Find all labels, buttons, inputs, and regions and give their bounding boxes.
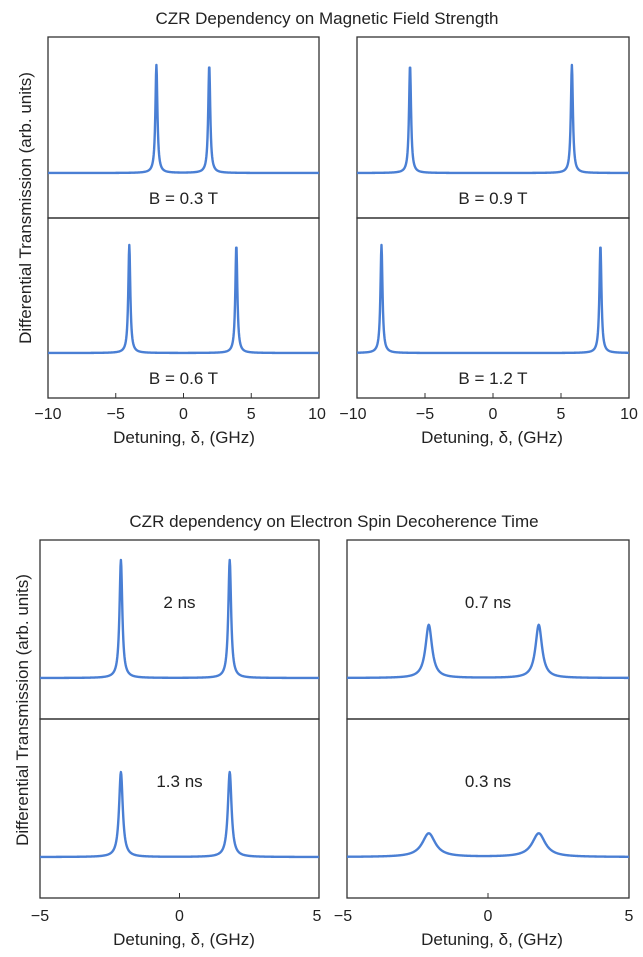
- x-tick-label: 0: [489, 406, 498, 423]
- panel-label: 0.7 ns: [465, 593, 511, 612]
- x-tick-label: 5: [625, 908, 634, 925]
- panel-bottom-left: B = 0.6 T: [47, 217, 320, 399]
- panel-label: 0.3 ns: [465, 772, 511, 791]
- figure-a-y-axis-label: Differential Transmission (arb. units): [16, 72, 35, 344]
- series-line: [346, 832, 630, 858]
- x-tick-label: 0: [175, 908, 184, 925]
- figure-b-x-axis-label-left: Detuning, δ, (GHz): [113, 930, 255, 949]
- x-tick-label: −10: [339, 406, 366, 423]
- figure-a-x-axis-label-right: Detuning, δ, (GHz): [421, 428, 563, 447]
- figure-a: CZR Dependency on Magnetic Field Strengt…: [16, 9, 563, 447]
- panel-frame: [39, 539, 320, 720]
- panel-label: B = 0.9 T: [458, 189, 527, 208]
- figure-a-x-axis-label-left: Detuning, δ, (GHz): [113, 428, 255, 447]
- series-line: [356, 63, 630, 175]
- panel-label: 2 ns: [163, 593, 195, 612]
- panel-label: 1.3 ns: [156, 772, 202, 791]
- panel-top-left: 2 ns: [39, 539, 320, 720]
- figure-b-title: CZR dependency on Electron Spin Decohere…: [129, 512, 538, 531]
- series-line: [47, 63, 320, 175]
- x-tick-label: 10: [620, 406, 638, 423]
- series-line: [47, 243, 320, 355]
- panel-top-left: B = 0.3 T: [47, 36, 320, 219]
- x-tick-label: −5: [107, 406, 125, 423]
- x-tick-label: 5: [247, 406, 256, 423]
- x-tick-label: −5: [334, 908, 352, 925]
- panel-top-right: 0.7 ns: [346, 539, 630, 720]
- x-tick-label: −5: [416, 406, 434, 423]
- series-line: [346, 623, 630, 680]
- figure-a-title: CZR Dependency on Magnetic Field Strengt…: [155, 9, 498, 28]
- panel-label: B = 0.3 T: [149, 189, 218, 208]
- x-tick-label: 0: [484, 908, 493, 925]
- chart-a: B = 0.3 T B = 0.9 T B = 0.6 T B = 1.2 T −10 −…: [34, 36, 638, 423]
- x-tick-label: 5: [313, 908, 322, 925]
- panel-bottom-left: 1.3 ns: [39, 718, 320, 899]
- panel-bottom-right: B = 1.2 T: [356, 217, 630, 399]
- x-tick-label: −5: [31, 908, 49, 925]
- x-tick-label: 5: [557, 406, 566, 423]
- panel-label: B = 1.2 T: [458, 369, 527, 388]
- chart-b: 2 ns 0.7 ns 1.3 ns 0.3 ns −5 0 5 −5 0 5: [31, 539, 634, 925]
- panel-frame: [346, 718, 630, 899]
- series-line: [356, 243, 630, 355]
- series-line: [39, 770, 320, 859]
- panel-frame: [346, 539, 630, 720]
- figure-b: CZR dependency on Electron Spin Decohere…: [13, 512, 563, 949]
- panel-frame: [39, 718, 320, 899]
- x-tick-label: 0: [179, 406, 188, 423]
- panel-label: B = 0.6 T: [149, 369, 218, 388]
- figure-b-y-axis-label: Differential Transmission (arb. units): [13, 574, 32, 846]
- series-line: [39, 558, 320, 680]
- x-tick-label: −10: [34, 406, 61, 423]
- panels-layer: B = 0.3 T B = 0.9 T B = 0.6 T B = 1.2 T −10 −…: [31, 36, 638, 925]
- x-tick-label: 10: [308, 406, 326, 423]
- panel-bottom-right: 0.3 ns: [346, 718, 630, 899]
- figure-b-x-axis-label-right: Detuning, δ, (GHz): [421, 930, 563, 949]
- panel-top-right: B = 0.9 T: [356, 36, 630, 219]
